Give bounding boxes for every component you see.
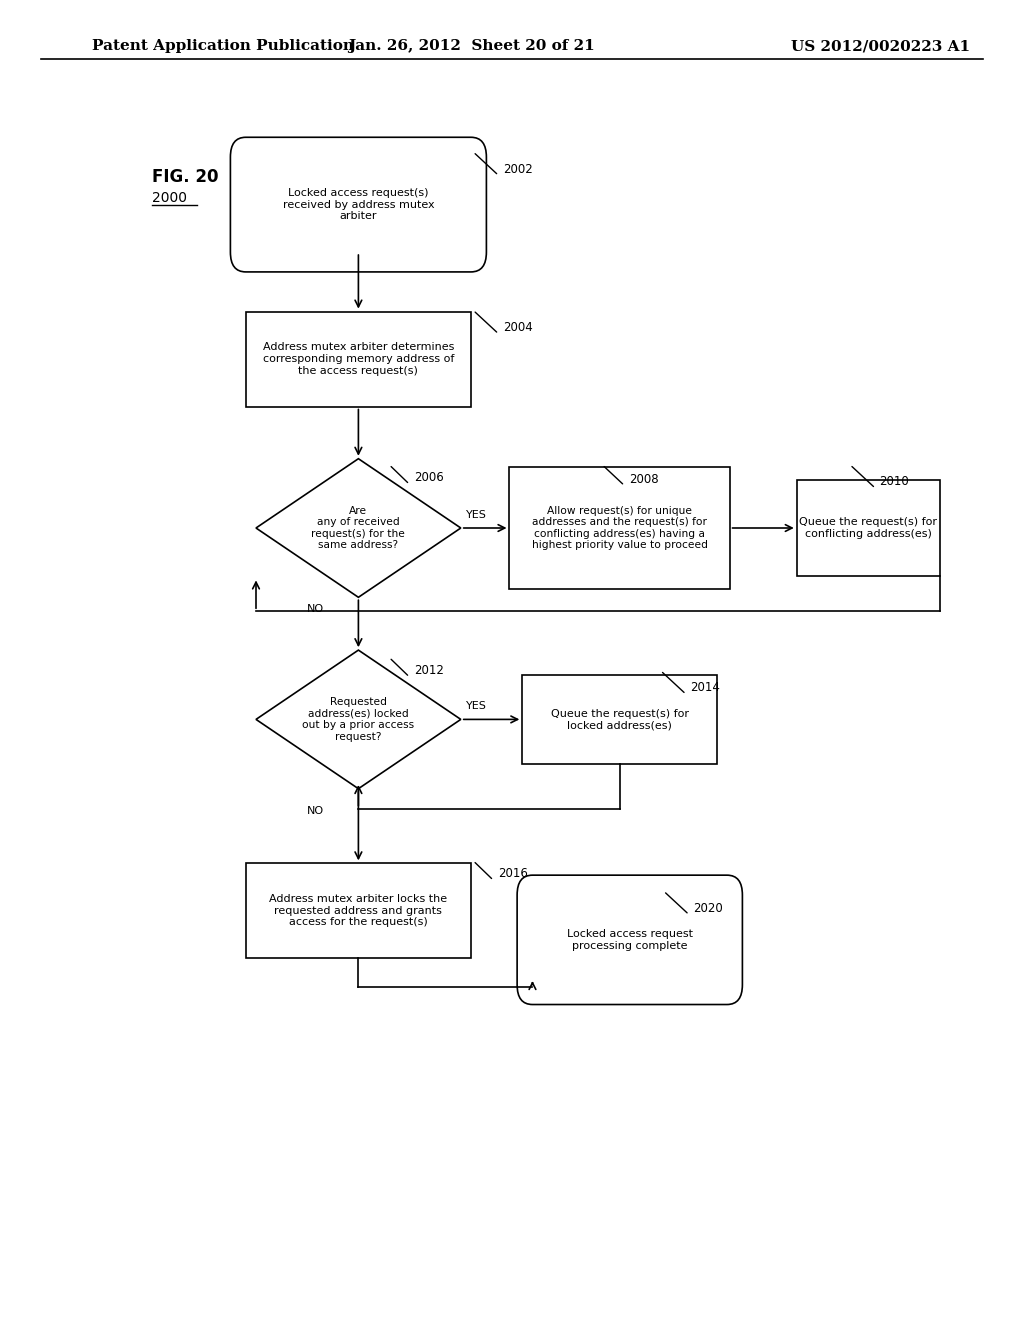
Text: Address mutex arbiter determines
corresponding memory address of
the access requ: Address mutex arbiter determines corresp… [263, 342, 454, 376]
Bar [510, 467, 729, 589]
Text: Patent Application Publication: Patent Application Publication [92, 40, 354, 53]
Text: 2008: 2008 [629, 473, 658, 486]
Bar [246, 312, 471, 407]
Text: Jan. 26, 2012  Sheet 20 of 21: Jan. 26, 2012 Sheet 20 of 21 [348, 40, 594, 53]
Text: Allow request(s) for unique
addresses and the request(s) for
conflicting address: Allow request(s) for unique addresses an… [531, 506, 708, 550]
Text: 2004: 2004 [503, 321, 532, 334]
Text: NO: NO [306, 805, 324, 816]
FancyBboxPatch shape [517, 875, 742, 1005]
Polygon shape [256, 649, 461, 788]
FancyBboxPatch shape [230, 137, 486, 272]
Text: 2016: 2016 [498, 867, 527, 880]
Text: NO: NO [306, 605, 324, 614]
Text: Are
any of received
request(s) for the
same address?: Are any of received request(s) for the s… [311, 506, 406, 550]
Text: 2014: 2014 [690, 681, 720, 694]
Text: 2006: 2006 [414, 471, 443, 484]
Polygon shape [256, 459, 461, 597]
Text: Queue the request(s) for
conflicting address(es): Queue the request(s) for conflicting add… [800, 517, 937, 539]
Text: FIG. 20: FIG. 20 [152, 168, 218, 186]
Text: Requested
address(es) locked
out by a prior access
request?: Requested address(es) locked out by a pr… [302, 697, 415, 742]
Text: Queue the request(s) for
locked address(es): Queue the request(s) for locked address(… [551, 709, 688, 730]
Bar [797, 480, 940, 576]
Bar [246, 863, 471, 958]
Text: 2020: 2020 [693, 902, 723, 915]
Text: YES: YES [466, 701, 486, 711]
Text: 2000: 2000 [152, 191, 186, 205]
Text: 2012: 2012 [414, 664, 443, 677]
Text: Address mutex arbiter locks the
requested address and grants
access for the requ: Address mutex arbiter locks the requeste… [269, 894, 447, 928]
Text: Locked access request(s)
received by address mutex
arbiter: Locked access request(s) received by add… [283, 187, 434, 222]
Text: Locked access request
processing complete: Locked access request processing complet… [566, 929, 693, 950]
Text: US 2012/0020223 A1: US 2012/0020223 A1 [792, 40, 970, 53]
Text: YES: YES [466, 510, 486, 520]
Text: 2002: 2002 [503, 162, 532, 176]
Bar [522, 675, 717, 764]
Text: 2010: 2010 [880, 475, 909, 488]
